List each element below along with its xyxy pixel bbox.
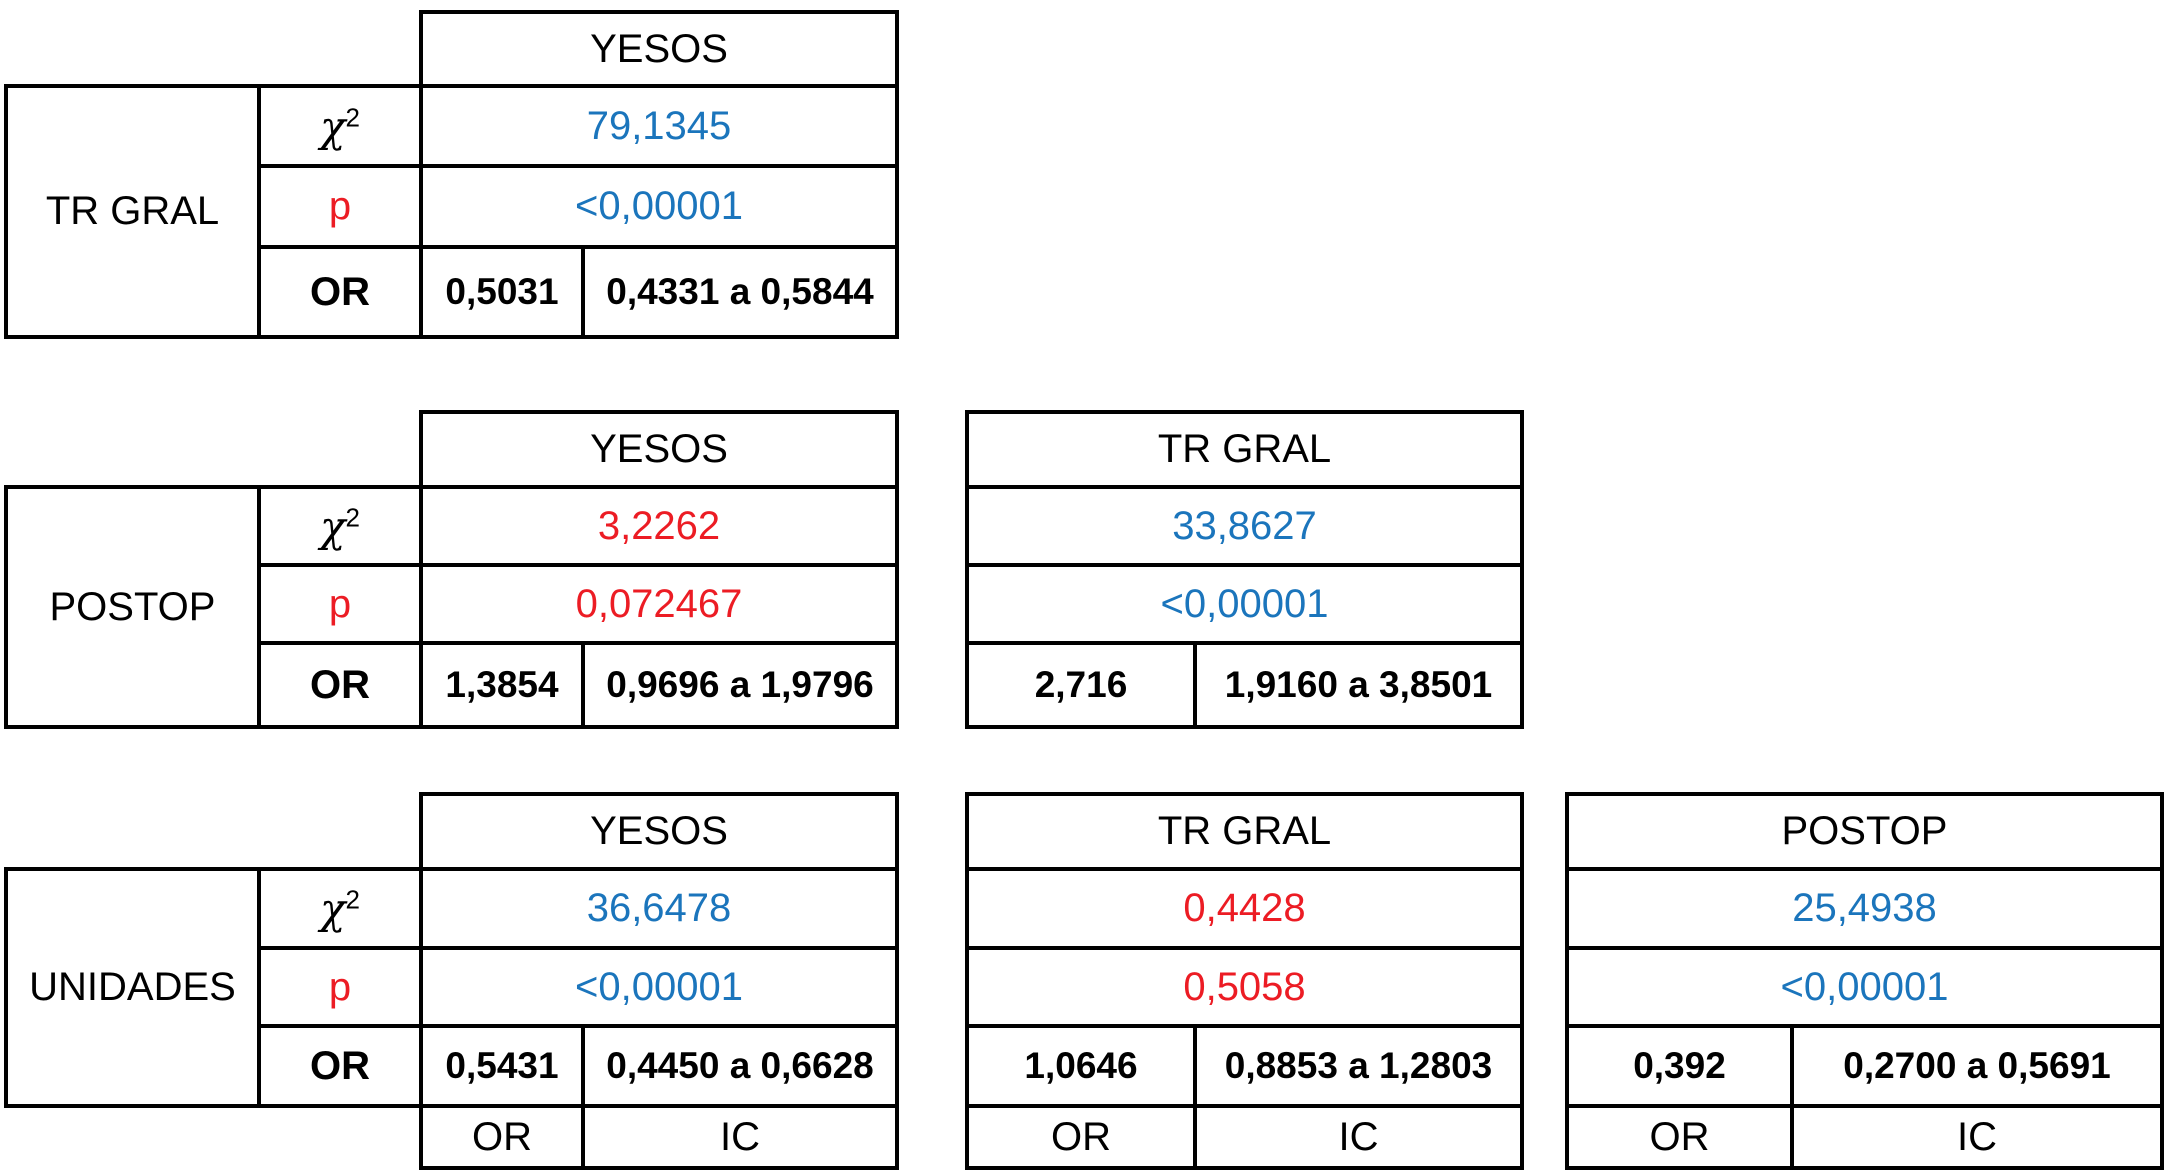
p-value: <0,00001 — [965, 563, 1524, 645]
or-value: 1,3854 — [419, 641, 585, 729]
chi-exponent: 2 — [345, 884, 360, 915]
or-value: 0,5431 — [419, 1024, 585, 1108]
or-value: 2,716 — [965, 641, 1197, 729]
ic-range: 0,2700 a 0,5691 — [1790, 1024, 2164, 1108]
chi-squared-label: χ2 — [257, 84, 423, 168]
chi-squared-value: 3,2262 — [419, 485, 899, 567]
column-header-yesos: YESOS — [419, 410, 899, 489]
footer-ic-label: IC — [1193, 1104, 1524, 1170]
or-value: 0,392 — [1565, 1024, 1794, 1108]
or-value: 1,0646 — [965, 1024, 1197, 1108]
chi-exponent: 2 — [345, 502, 360, 533]
comparison-table-unidades-vs-trgral: TR GRAL 0,4428 0,5058 1,0646 0,8853 a 1,… — [965, 792, 1524, 1170]
ic-range: 0,4450 a 0,6628 — [581, 1024, 899, 1108]
chi-squared-label: χ2 — [257, 485, 423, 567]
chi-squared-value: 33,8627 — [965, 485, 1524, 567]
footer-ic-label: IC — [1790, 1104, 2164, 1170]
footer-or-label: OR — [965, 1104, 1197, 1170]
column-header-postop: POSTOP — [1565, 792, 2164, 871]
column-header-yesos: YESOS — [419, 10, 899, 88]
row-label-postop: POSTOP — [4, 485, 261, 729]
chi-squared-label: χ2 — [257, 867, 423, 950]
p-label: p — [257, 946, 423, 1028]
or-label: OR — [257, 641, 423, 729]
p-value: <0,00001 — [1565, 946, 2164, 1028]
chi-symbol: χ — [320, 101, 346, 151]
row-label-tr-gral: TR GRAL — [4, 84, 261, 339]
p-value: 0,5058 — [965, 946, 1524, 1028]
group3-label-stat-table: UNIDADES χ2 p OR — [4, 867, 423, 1108]
group1-label-stat-table: TR GRAL χ2 p OR — [4, 84, 423, 339]
column-header-yesos: YESOS — [419, 792, 899, 871]
ic-range: 0,8853 a 1,2803 — [1193, 1024, 1524, 1108]
chi-squared-value: 79,1345 — [419, 84, 899, 168]
footer-ic-label: IC — [581, 1104, 899, 1170]
chi-squared-value: 25,4938 — [1565, 867, 2164, 950]
comparison-table-postop-vs-trgral: TR GRAL 33,8627 <0,00001 2,716 1,9160 a … — [965, 410, 1524, 729]
p-value: <0,00001 — [419, 946, 899, 1028]
footer-or-label: OR — [1565, 1104, 1794, 1170]
ic-range: 0,9696 a 1,9796 — [581, 641, 899, 729]
comparison-table-unidades-vs-yesos: YESOS 36,6478 <0,00001 0,5431 0,4450 a 0… — [419, 792, 899, 1170]
row-label-unidades: UNIDADES — [4, 867, 261, 1108]
comparison-table-unidades-vs-postop: POSTOP 25,4938 <0,00001 0,392 0,2700 a 0… — [1565, 792, 2164, 1170]
group2-label-stat-table: POSTOP χ2 p OR — [4, 485, 423, 729]
column-header-tr-gral: TR GRAL — [965, 792, 1524, 871]
chi-squared-value: 36,6478 — [419, 867, 899, 950]
column-header-tr-gral: TR GRAL — [965, 410, 1524, 489]
chi-squared-value: 0,4428 — [965, 867, 1524, 950]
or-label: OR — [257, 1024, 423, 1108]
footer-or-label: OR — [419, 1104, 585, 1170]
chi-exponent: 2 — [345, 102, 360, 133]
p-label: p — [257, 563, 423, 645]
chi-symbol: χ — [320, 884, 346, 933]
chi-symbol: χ — [320, 501, 346, 551]
p-value: <0,00001 — [419, 164, 899, 249]
or-value: 0,5031 — [419, 245, 585, 339]
comparison-table-trgral-vs-yesos: YESOS 79,1345 <0,00001 0,5031 0,4331 a 0… — [419, 10, 899, 339]
comparison-table-postop-vs-yesos: YESOS 3,2262 0,072467 1,3854 0,9696 a 1,… — [419, 410, 899, 729]
p-value: 0,072467 — [419, 563, 899, 645]
ic-range: 1,9160 a 3,8501 — [1193, 641, 1524, 729]
or-label: OR — [257, 245, 423, 339]
p-label: p — [257, 164, 423, 249]
ic-range: 0,4331 a 0,5844 — [581, 245, 899, 339]
